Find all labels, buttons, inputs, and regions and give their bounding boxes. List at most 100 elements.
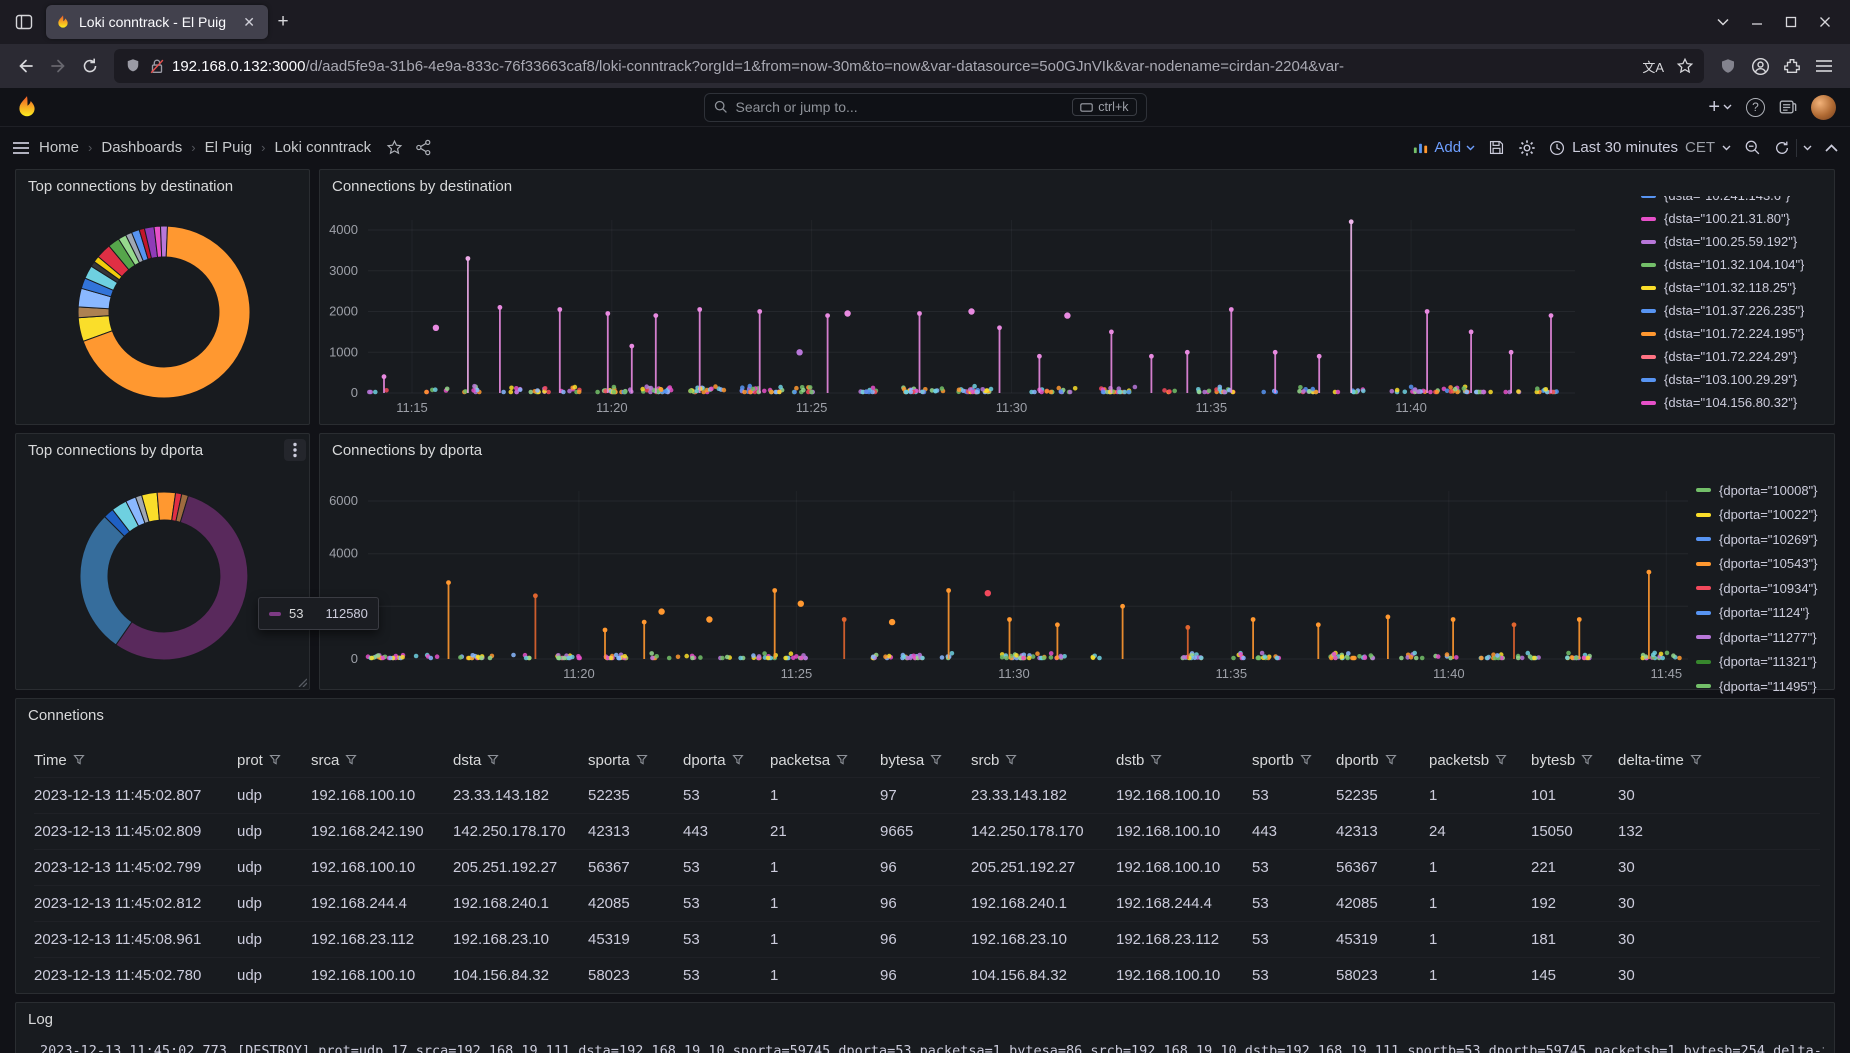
donut-segment[interactable] bbox=[82, 225, 251, 399]
panel-title[interactable]: Connections by dporta bbox=[332, 442, 483, 459]
search-input[interactable]: Search or jump to... ctrl+k bbox=[703, 92, 1147, 122]
back-button[interactable] bbox=[10, 50, 42, 82]
table-row[interactable]: 2023-12-13 11:45:02.780 udp 192.168.100.10… bbox=[34, 957, 1820, 993]
time-range-picker[interactable]: Last 30 minutes CET bbox=[1549, 139, 1731, 156]
breadcrumb-folder[interactable]: El Puig bbox=[204, 139, 253, 156]
filter-icon[interactable] bbox=[1300, 754, 1312, 766]
share-icon[interactable] bbox=[415, 139, 432, 156]
filter-icon[interactable] bbox=[1495, 754, 1507, 766]
gear-icon[interactable] bbox=[1518, 139, 1536, 157]
log-row[interactable]: 2023-12-13 11:45:02.773 [DESTROY] prot=u… bbox=[30, 1043, 1824, 1053]
legend-item[interactable]: {dporta="11277"} bbox=[1696, 625, 1818, 650]
legend-item[interactable]: {dporta="10543"} bbox=[1696, 552, 1818, 577]
table-row[interactable]: 2023-12-13 11:45:02.809 udp 192.168.242.19… bbox=[34, 813, 1820, 849]
tracking-protection-icon[interactable] bbox=[124, 57, 142, 75]
resize-handle[interactable] bbox=[297, 677, 307, 687]
column-header-sportb[interactable]: sportb bbox=[1252, 752, 1336, 769]
column-header-prot[interactable]: prot bbox=[237, 752, 311, 769]
legend-item[interactable]: {dsta="101.72.224.29"} bbox=[1641, 345, 1804, 368]
legend-item[interactable]: {dporta="11495"} bbox=[1696, 674, 1818, 699]
favorite-star-icon[interactable] bbox=[386, 139, 403, 156]
grafana-logo[interactable] bbox=[14, 94, 40, 120]
filter-icon[interactable] bbox=[345, 754, 358, 766]
column-header-packetsa[interactable]: packetsa bbox=[770, 752, 880, 769]
filter-icon[interactable] bbox=[269, 754, 281, 766]
refresh-button-group[interactable] bbox=[1774, 138, 1812, 157]
column-header-delta-time[interactable]: delta-time bbox=[1618, 752, 1820, 769]
new-tab-button[interactable]: + bbox=[277, 11, 289, 32]
user-avatar[interactable] bbox=[1811, 94, 1836, 120]
url-bar[interactable]: 192.168.0.132:3000/d/aad5fe9a-31b6-4e9a-… bbox=[114, 49, 1704, 83]
filter-icon[interactable] bbox=[1384, 754, 1397, 766]
legend-item[interactable]: {dporta="10269"} bbox=[1696, 527, 1818, 552]
timeseries-chart-destination[interactable]: 0 1000 2000 3000 4000 11:15 11:20 11:25 11:30 11:… bbox=[320, 170, 1834, 424]
window-maximize-button[interactable] bbox=[1774, 7, 1808, 37]
firefox-view-icon[interactable] bbox=[8, 6, 40, 38]
legend-item[interactable]: {dporta="10934"} bbox=[1696, 576, 1818, 601]
table-row[interactable]: 2023-12-13 11:45:02.807 udp 192.168.100.10… bbox=[34, 777, 1820, 813]
new-dropdown-button[interactable]: + bbox=[1708, 96, 1732, 119]
legend-item[interactable]: {dsta="101.37.226.235"} bbox=[1641, 299, 1804, 322]
filter-icon[interactable] bbox=[836, 754, 848, 766]
window-close-button[interactable] bbox=[1808, 7, 1842, 37]
mega-menu-icon[interactable] bbox=[12, 141, 30, 155]
column-header-bytesb[interactable]: bytesb bbox=[1531, 752, 1618, 769]
donut-chart-dporta[interactable] bbox=[16, 434, 309, 689]
column-header-dstb[interactable]: dstb bbox=[1116, 752, 1252, 769]
table-row[interactable]: 2023-12-13 11:45:02.799 udp 192.168.100.10… bbox=[34, 849, 1820, 885]
column-header-dsta[interactable]: dsta bbox=[453, 752, 588, 769]
browser-tab[interactable]: Loki conntrack - El Puig ✕ bbox=[46, 5, 268, 39]
news-icon[interactable] bbox=[1779, 98, 1797, 116]
panel-title[interactable]: Log bbox=[28, 1011, 54, 1028]
donut-chart-destination[interactable] bbox=[16, 170, 309, 424]
legend-item[interactable]: {dporta="11321"} bbox=[1696, 650, 1818, 675]
forward-button[interactable] bbox=[42, 50, 74, 82]
help-button[interactable]: ? bbox=[1746, 97, 1765, 117]
column-header-Time[interactable]: Time bbox=[34, 752, 237, 769]
donut-segment[interactable] bbox=[79, 515, 133, 646]
filter-icon[interactable] bbox=[1690, 754, 1702, 766]
legend-item[interactable]: {dsta="10.241.143.6"} bbox=[1641, 196, 1804, 207]
panel-title[interactable]: Connections by destination bbox=[332, 178, 513, 195]
legend-item[interactable]: {dporta="10008"} bbox=[1696, 478, 1818, 503]
translate-icon[interactable]: 文A bbox=[1642, 59, 1664, 75]
timeseries-chart-dporta[interactable]: 020004000600011:2011:2511:3011:3511:4011… bbox=[320, 434, 1834, 689]
panel-title[interactable]: Top connections by dporta bbox=[28, 442, 204, 459]
donut-segment[interactable] bbox=[115, 494, 249, 661]
reload-button[interactable] bbox=[74, 50, 106, 82]
bookmark-star-icon[interactable] bbox=[1676, 57, 1694, 75]
filter-icon[interactable] bbox=[487, 754, 500, 766]
zoom-out-icon[interactable] bbox=[1744, 139, 1761, 156]
menu-icon[interactable] bbox=[1808, 50, 1840, 82]
collapse-chevron-up-icon[interactable] bbox=[1825, 143, 1838, 152]
tab-list-chevron-icon[interactable] bbox=[1706, 7, 1740, 37]
add-panel-button[interactable]: Add bbox=[1412, 139, 1475, 156]
legend-item[interactable]: {dsta="100.25.59.192"} bbox=[1641, 230, 1804, 253]
legend-item[interactable]: {dsta="101.32.104.104"} bbox=[1641, 253, 1804, 276]
save-icon[interactable] bbox=[1488, 139, 1505, 156]
filter-icon[interactable] bbox=[930, 754, 942, 766]
url-text[interactable]: 192.168.0.132:3000/d/aad5fe9a-31b6-4e9a-… bbox=[172, 58, 1642, 75]
column-header-packetsb[interactable]: packetsb bbox=[1429, 752, 1531, 769]
breadcrumb-dashboards[interactable]: Dashboards bbox=[101, 139, 183, 156]
column-header-srcb[interactable]: srcb bbox=[971, 752, 1116, 769]
column-header-sporta[interactable]: sporta bbox=[588, 752, 683, 769]
window-minimize-button[interactable] bbox=[1740, 7, 1774, 37]
table-row[interactable]: 2023-12-13 11:45:08.961 udp 192.168.23.112… bbox=[34, 921, 1820, 957]
filter-icon[interactable] bbox=[1005, 754, 1018, 766]
extensions-icon[interactable] bbox=[1776, 50, 1808, 82]
table-row[interactable]: 2023-12-13 11:45:02.812 udp 192.168.244.4 1… bbox=[34, 885, 1820, 921]
legend-item[interactable]: {dporta="10022"} bbox=[1696, 503, 1818, 528]
panel-title[interactable]: Connetions bbox=[28, 707, 104, 724]
panel-menu-button[interactable] bbox=[284, 439, 306, 461]
filter-icon[interactable] bbox=[636, 754, 648, 766]
column-header-dporta[interactable]: dporta bbox=[683, 752, 770, 769]
filter-icon[interactable] bbox=[731, 754, 744, 766]
account-icon[interactable] bbox=[1744, 50, 1776, 82]
adblock-shield-icon[interactable] bbox=[1712, 50, 1744, 82]
legend-item[interactable]: {dsta="101.72.224.195"} bbox=[1641, 322, 1804, 345]
filter-icon[interactable] bbox=[1150, 754, 1163, 766]
legend-item[interactable]: {dsta="103.100.29.29"} bbox=[1641, 368, 1804, 391]
breadcrumb-home[interactable]: Home bbox=[39, 139, 80, 156]
filter-icon[interactable] bbox=[73, 754, 85, 766]
